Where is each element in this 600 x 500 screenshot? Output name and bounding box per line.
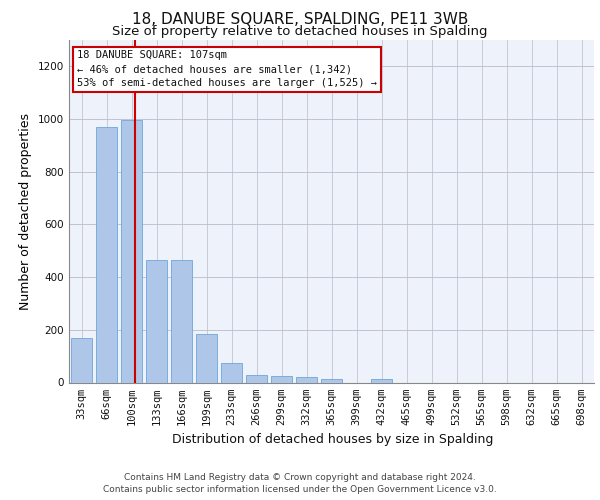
Text: 18 DANUBE SQUARE: 107sqm
← 46% of detached houses are smaller (1,342)
53% of sem: 18 DANUBE SQUARE: 107sqm ← 46% of detach… xyxy=(77,50,377,88)
Bar xyxy=(71,338,92,382)
Bar xyxy=(171,260,192,382)
Bar xyxy=(271,376,292,382)
Y-axis label: Number of detached properties: Number of detached properties xyxy=(19,113,32,310)
Bar xyxy=(321,380,342,382)
Bar xyxy=(246,374,267,382)
Text: Contains HM Land Registry data © Crown copyright and database right 2024.
Contai: Contains HM Land Registry data © Crown c… xyxy=(103,472,497,494)
Text: Size of property relative to detached houses in Spalding: Size of property relative to detached ho… xyxy=(112,25,488,38)
Bar xyxy=(146,260,167,382)
Text: 18, DANUBE SQUARE, SPALDING, PE11 3WB: 18, DANUBE SQUARE, SPALDING, PE11 3WB xyxy=(132,12,468,28)
Bar xyxy=(121,120,142,382)
Bar xyxy=(221,362,242,382)
Text: Distribution of detached houses by size in Spalding: Distribution of detached houses by size … xyxy=(172,432,494,446)
Bar xyxy=(196,334,217,382)
Bar xyxy=(96,127,117,382)
Bar xyxy=(296,377,317,382)
Bar xyxy=(371,379,392,382)
